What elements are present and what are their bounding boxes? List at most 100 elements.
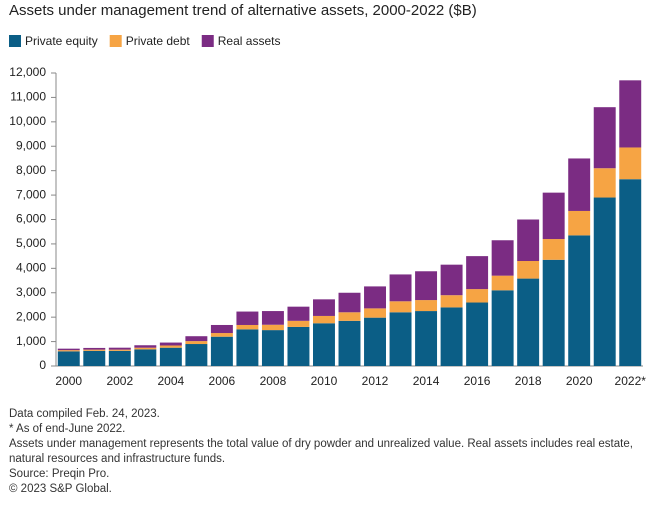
bar-segment: [364, 317, 386, 366]
footnote: Data compiled Feb. 24, 2023.: [9, 408, 160, 420]
x-tick-label: 2020: [566, 374, 593, 388]
footnotes: Data compiled Feb. 24, 2023. * As of end-…: [9, 407, 654, 497]
bar-segment: [134, 349, 157, 366]
bar-segment: [364, 286, 386, 309]
bar-segment: [185, 336, 208, 342]
bar-segment: [185, 344, 208, 366]
bar-segment: [568, 210, 591, 236]
x-tick-label: 2014: [413, 374, 440, 388]
bar-segment: [159, 345, 182, 348]
legend-label: Real assets: [218, 34, 281, 48]
y-tick-label: 8,000: [16, 163, 46, 177]
bar-segment: [159, 342, 182, 346]
bar-segment: [491, 275, 514, 291]
bar-segment: [261, 324, 284, 331]
bar-segment: [83, 347, 106, 350]
y-tick-label: 2,000: [16, 309, 46, 323]
y-tick-label: 0: [39, 358, 46, 372]
legend-swatch: [201, 35, 214, 47]
bar-segment: [415, 271, 438, 301]
bar-segment: [57, 351, 80, 366]
chart-title: Assets under management trend of alterna…: [9, 2, 477, 19]
bar-segment: [593, 107, 616, 169]
bar-segment: [593, 168, 616, 198]
bar-segment: [619, 80, 642, 148]
bar-segment: [57, 348, 80, 351]
bar-segment: [619, 179, 642, 366]
bar-segment: [542, 239, 565, 260]
bar-segment: [108, 350, 131, 366]
bar-segment: [338, 312, 361, 321]
x-tick-label: 2022*: [615, 374, 647, 388]
footnote: © 2023 S&P Global.: [9, 483, 112, 495]
bar-segment: [440, 307, 463, 366]
bar-segment: [491, 240, 514, 276]
bar-segment: [287, 320, 310, 327]
bar-segment: [389, 312, 412, 366]
footnote: Source: Preqin Pro.: [9, 468, 110, 480]
bar-segment: [517, 219, 540, 262]
bar-segment: [389, 274, 412, 302]
bar-segment: [108, 349, 131, 351]
y-tick-label: 10,000: [9, 114, 46, 128]
chart: Assets under management trend of alterna…: [9, 2, 647, 388]
bar-segment: [338, 320, 361, 366]
bar-segment: [542, 192, 565, 240]
y-tick-label: 5,000: [16, 236, 46, 250]
x-tick-label: 2012: [362, 374, 389, 388]
legend-swatch: [109, 35, 122, 47]
bar-segment: [134, 347, 157, 350]
bar-segment: [466, 289, 489, 303]
x-tick-label: 2016: [464, 374, 491, 388]
x-tick-label: 2018: [515, 374, 542, 388]
bar-segment: [466, 302, 489, 366]
bar-segment: [210, 336, 233, 366]
bar-segment: [83, 350, 106, 366]
legend-swatch: [9, 35, 21, 47]
x-tick-label: 2008: [260, 374, 287, 388]
bar-segment: [517, 278, 540, 366]
bar-segment: [57, 350, 80, 352]
bar-segment: [185, 341, 208, 345]
y-tick-label: 7,000: [16, 187, 46, 201]
x-tick-label: 2002: [106, 374, 133, 388]
x-tick-label: 2004: [157, 374, 184, 388]
bar-segment: [313, 323, 335, 366]
y-tick-label: 4,000: [16, 261, 46, 275]
bar-segment: [389, 301, 412, 313]
bar-segment: [210, 324, 233, 334]
bar-segment: [313, 315, 335, 324]
bar-segment: [83, 349, 106, 351]
bar-segment: [287, 306, 310, 321]
bar-segment: [568, 158, 591, 211]
x-tick-label: 2010: [311, 374, 338, 388]
y-tick-label: 9,000: [16, 138, 46, 152]
footnote: Assets under management represents the t…: [9, 438, 633, 465]
bar-segment: [261, 311, 284, 325]
legend-label: Private equity: [25, 34, 98, 48]
bar-segment: [542, 259, 565, 366]
y-tick-label: 1,000: [16, 334, 46, 348]
bar-segment: [364, 308, 386, 318]
bar-segment: [236, 324, 259, 330]
bar-segment: [619, 147, 642, 180]
bar-segment: [415, 311, 438, 366]
bar-segment: [210, 333, 233, 337]
footnote: * As of end-June 2022.: [9, 423, 126, 435]
y-tick-label: 6,000: [16, 212, 46, 226]
bar-segment: [517, 261, 540, 279]
y-tick-label: 3,000: [16, 285, 46, 299]
bar-segment: [415, 300, 438, 312]
bar-segment: [236, 329, 259, 366]
x-tick-label: 2006: [209, 374, 236, 388]
bar-segment: [491, 290, 514, 366]
y-tick-label: 12,000: [9, 65, 46, 79]
bar-segment: [134, 345, 157, 348]
bar-segment: [440, 264, 463, 296]
bar-segment: [593, 197, 616, 366]
bar-segment: [236, 311, 259, 325]
bar-segment: [313, 299, 335, 316]
bar-segment: [338, 292, 361, 313]
bar-segment: [466, 256, 489, 290]
